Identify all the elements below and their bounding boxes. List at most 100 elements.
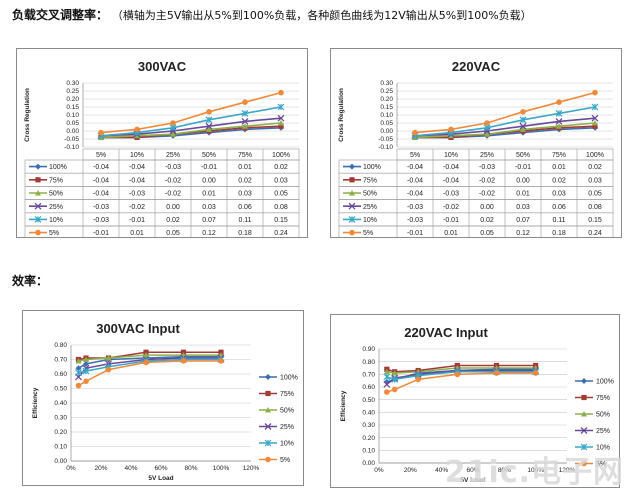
table-row (338, 212, 614, 227)
watermark: 21ic.电子网 (444, 455, 624, 490)
legend-marker (265, 407, 271, 413)
data-point (75, 382, 82, 389)
legend-label: 50% (280, 407, 294, 414)
y-tick-label: 0.30 (362, 422, 375, 429)
data-point (242, 99, 248, 105)
table-cell: -0.03 (165, 164, 181, 171)
legend-marker (349, 229, 355, 236)
series-5pct-line (414, 91, 596, 134)
data-point (241, 117, 249, 125)
table-cell: -0.04 (443, 164, 459, 171)
legend-label: 75% (596, 395, 610, 402)
y-tick-label: 0.70 (362, 372, 375, 379)
data-point (242, 123, 248, 129)
legend-marker (265, 456, 271, 463)
data-point (532, 370, 539, 376)
data-point (391, 386, 398, 393)
legend-label: 5% (49, 230, 59, 237)
table-cell: -0.02 (165, 191, 181, 198)
legend-label: 10% (363, 217, 377, 224)
table-cell: 0.02 (480, 217, 494, 224)
series-10pct-line (100, 106, 282, 137)
legend-marker (581, 394, 587, 401)
table-cell: -0.03 (407, 217, 423, 224)
data-point (383, 378, 390, 385)
table-cell: 0.18 (238, 230, 252, 237)
data-point (483, 124, 491, 132)
y-tick-label: 0.80 (54, 342, 67, 349)
table-cell: -0.02 (479, 177, 495, 184)
legend-marker (349, 177, 355, 183)
table-cell: -0.03 (93, 217, 109, 224)
table-cell: 0.12 (516, 230, 530, 237)
data-point (83, 378, 89, 385)
y-tick-label: 0.30 (66, 80, 79, 87)
data-point (169, 124, 177, 132)
y-tick-label: 0.15 (66, 104, 79, 111)
data-point (75, 369, 82, 376)
heading-note: （横轴为主5V输出从5%到100%负载，各种颜色曲线为12V输出从5%到100%… (111, 9, 532, 22)
legend-marker (265, 390, 271, 397)
x-axis-label: 5V Load (460, 477, 485, 484)
table-header-cell: 100% (586, 152, 604, 159)
x-tick-label: 80% (184, 465, 197, 472)
table-cell: 0.00 (480, 204, 494, 211)
table-header-cell: 50% (202, 152, 216, 159)
legend-marker (34, 202, 42, 210)
legend-marker (580, 427, 588, 434)
data-point (277, 114, 285, 122)
legend-marker (581, 411, 587, 417)
table-cell: 0.02 (166, 217, 180, 224)
table-cell: -0.04 (443, 177, 459, 184)
data-point (75, 365, 82, 372)
data-table: 5% 10% 25% 50% 75% 100% 100% -0.04 -0.04 -0.03 -0.… (24, 148, 300, 237)
table-cell: 0.08 (588, 204, 602, 211)
legend-label: 75% (49, 177, 63, 184)
table-cell: -0.01 (129, 217, 145, 224)
data-point (493, 370, 500, 376)
table-cell: -0.01 (443, 217, 459, 224)
table-cell: 0.06 (552, 204, 566, 211)
data-point (98, 129, 104, 136)
legend-marker (35, 177, 41, 183)
table-header-cell: 25% (480, 152, 494, 159)
table-cell: 0.00 (516, 177, 530, 184)
table-cell: -0.03 (129, 191, 145, 198)
table-cell: 0.06 (238, 204, 252, 211)
data-point (484, 131, 490, 137)
data-point (105, 355, 112, 361)
table-cell: -0.04 (93, 177, 109, 184)
x-axis-label: 5V Load (148, 475, 173, 482)
data-point (415, 376, 421, 383)
table-cell: 0.01 (516, 191, 530, 198)
table-header-cell: 100% (272, 152, 290, 159)
data-table: 5% 10% 25% 50% 75% 100% 100% -0.04 -0.04 -0.03 -0.… (338, 148, 614, 237)
legend-marker (580, 443, 588, 451)
table-cell: 0.05 (166, 230, 180, 237)
y-tick-label: 0.05 (66, 120, 79, 127)
table-cell: 0.02 (588, 164, 602, 171)
table-cell: 0.01 (444, 230, 458, 237)
legend-label: 75% (280, 391, 294, 398)
chart-title: 220VAC Input (404, 325, 488, 340)
y-tick-label: 0.60 (54, 371, 67, 378)
cross-regulation-300vac-chart: 300VAC0.300.250.200.150.100.050.00-0.05-… (24, 59, 300, 237)
data-point (592, 120, 598, 126)
x-tick-label: 80% (498, 467, 511, 474)
legend-marker (349, 190, 355, 196)
table-cell: 0.01 (552, 164, 566, 171)
legend-marker (35, 190, 41, 196)
cross-regulation-heading: 负载交叉调整率： （横轴为主5V输出从5%到100%负载，各种颜色曲线为12V输… (12, 6, 532, 23)
data-point (591, 114, 599, 122)
data-point (520, 109, 526, 115)
x-tick-label: 100% (527, 467, 544, 474)
x-tick-label: 20% (94, 465, 107, 472)
data-point (170, 120, 176, 126)
data-point (555, 117, 563, 125)
heading-main: 负载交叉调整率： (12, 8, 109, 22)
table-cell: -0.04 (129, 177, 145, 184)
legend-label: 25% (363, 204, 377, 211)
data-point (206, 126, 212, 132)
y-tick-label: 0.80 (362, 359, 375, 366)
chart-title: 300VAC Input (96, 321, 180, 336)
